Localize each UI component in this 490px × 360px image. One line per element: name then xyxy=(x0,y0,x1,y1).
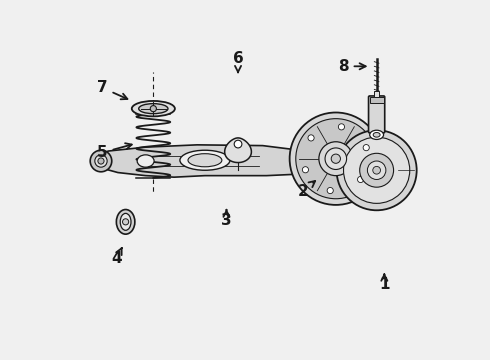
Circle shape xyxy=(327,188,333,194)
Text: 5: 5 xyxy=(97,143,132,160)
Ellipse shape xyxy=(137,155,154,167)
Ellipse shape xyxy=(90,150,112,172)
Circle shape xyxy=(296,119,376,199)
Bar xyxy=(370,97,384,103)
Ellipse shape xyxy=(373,132,380,137)
Polygon shape xyxy=(95,145,320,177)
Polygon shape xyxy=(225,138,251,163)
Text: 6: 6 xyxy=(233,51,244,72)
Ellipse shape xyxy=(369,130,384,139)
Circle shape xyxy=(98,158,104,164)
Ellipse shape xyxy=(139,104,168,114)
FancyBboxPatch shape xyxy=(368,96,385,133)
Text: 1: 1 xyxy=(379,274,390,292)
Ellipse shape xyxy=(95,155,107,167)
Circle shape xyxy=(343,137,410,203)
Circle shape xyxy=(234,140,242,148)
Circle shape xyxy=(302,167,309,173)
Text: 2: 2 xyxy=(297,181,315,198)
Circle shape xyxy=(150,105,156,112)
Circle shape xyxy=(358,176,364,183)
Text: 8: 8 xyxy=(338,59,366,74)
Circle shape xyxy=(290,112,382,205)
Circle shape xyxy=(325,148,346,170)
Ellipse shape xyxy=(188,154,222,167)
Circle shape xyxy=(360,153,393,187)
Circle shape xyxy=(319,142,353,176)
Polygon shape xyxy=(309,155,326,171)
Ellipse shape xyxy=(116,210,135,234)
Circle shape xyxy=(331,154,341,163)
Bar xyxy=(374,91,379,97)
Text: 4: 4 xyxy=(111,248,122,266)
Text: 7: 7 xyxy=(97,80,127,99)
Ellipse shape xyxy=(120,213,131,230)
Circle shape xyxy=(308,135,314,141)
Circle shape xyxy=(373,166,381,174)
Circle shape xyxy=(339,124,344,130)
Text: 3: 3 xyxy=(221,210,232,228)
Circle shape xyxy=(337,130,416,210)
Ellipse shape xyxy=(180,150,230,170)
Circle shape xyxy=(368,161,386,180)
Ellipse shape xyxy=(132,101,175,116)
Circle shape xyxy=(122,219,129,225)
Circle shape xyxy=(363,145,369,151)
